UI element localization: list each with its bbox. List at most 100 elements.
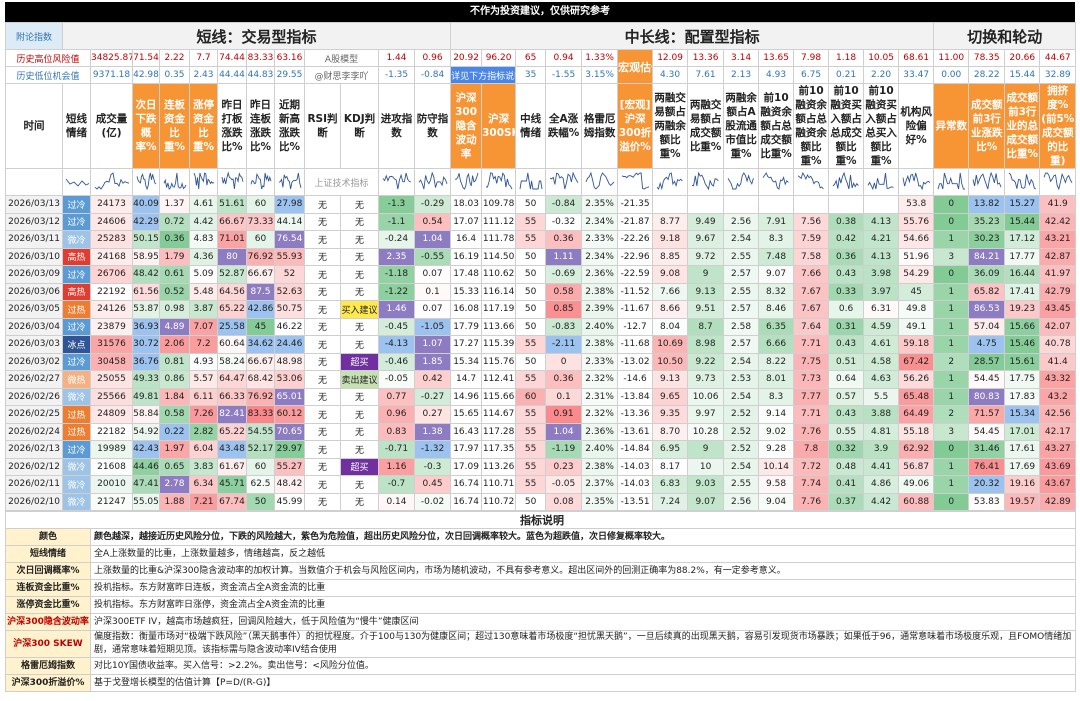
value-cell: 无 (340, 387, 379, 406)
limit-value: 74.44 (217, 49, 247, 67)
column-header: 防守指数 (413, 83, 452, 169)
value-cell: 80 (217, 247, 247, 266)
limit-value: 71.54 (132, 49, 160, 67)
row: 2026/03/03 冰点 31576 30.72 2.06 7.2 60.64 34.62 2… (5, 335, 1077, 354)
value-cell: 8.98 (687, 335, 725, 354)
sparkline (193, 172, 214, 189)
sparkline (867, 172, 894, 190)
value-cell: 50 (515, 492, 547, 511)
column-header: 前10融资买入额占总买入额比重% (863, 83, 900, 169)
value-cell: 27.98 (274, 195, 305, 214)
value-cell: 2 (933, 405, 970, 424)
value-cell: 7.2 (189, 335, 218, 354)
column-header: 次日下跌概率% (132, 83, 160, 169)
value-cell: 2.31% (581, 387, 619, 406)
limit-value: 28.22 (968, 66, 1006, 84)
legend-text: 基于戈登增长模型的估值计算【P=D/(R-G)】 (90, 674, 1076, 692)
column-header: 时间 (5, 83, 63, 169)
value-cell: 0.96 (378, 405, 415, 424)
value-cell: 80.83 (968, 387, 1006, 406)
value-cell: 43.32 (1039, 370, 1077, 389)
value-cell: 无 (340, 317, 379, 336)
value-cell: 8.70 (652, 422, 689, 441)
value-cell: 17.12 (1004, 230, 1041, 249)
value-cell: 14.96 (450, 387, 483, 406)
limit-value: 0.94 (545, 49, 583, 67)
limit-value: @财思李李吖 (304, 66, 379, 84)
sparkline-line (972, 171, 1002, 189)
value-cell: 109.78 (481, 195, 517, 214)
value-cell: 20.32 (968, 475, 1006, 494)
value-cell: 0 (933, 492, 970, 511)
limit-value: 11.00 (933, 49, 970, 67)
value-cell: 冰点 (62, 335, 91, 354)
column-header: 前10融资余额占总融资余额比重% (793, 83, 830, 169)
value-cell: -0.02 (413, 492, 452, 511)
row: 次日回调概率% 上涨数量的比重&沪深300隐含波动率的加权计算。当数值介于机会与风… (5, 562, 1076, 580)
column-header: [宏观]沪深300折溢价% (617, 83, 654, 169)
value-cell: 65.01 (274, 387, 305, 406)
date-cell: 2026/02/11 (5, 475, 63, 494)
value-cell: 0.72 (159, 212, 190, 231)
value-cell: 110.71 (481, 475, 517, 494)
value-cell: 5.5 (863, 387, 900, 406)
value-cell: 45.71 (217, 475, 247, 494)
value-cell: 8.3 (758, 230, 795, 249)
value-cell: 87.5 (246, 282, 275, 301)
value-cell: 65.22 (217, 422, 247, 441)
value-cell: 9.67 (687, 230, 725, 249)
value-cell: -0.27 (413, 387, 452, 406)
value-cell: 10.28 (687, 422, 725, 441)
limit-value: 3.14 (723, 49, 760, 67)
value-cell: 2.54 (723, 387, 760, 406)
value-cell: 9.08 (652, 265, 689, 284)
limit-value: 65 (515, 49, 547, 67)
value-cell: 2.36% (581, 422, 619, 441)
value-cell: 71.57 (968, 405, 1006, 424)
value-cell: 17.01 (1004, 422, 1041, 441)
row: 2026/02/25 过热 24809 58.84 0.58 7.26 82.41 83.33… (5, 405, 1077, 424)
value-cell: 17.97 (450, 440, 483, 459)
value-cell: -1.19 (545, 440, 583, 459)
value-cell: 83.33 (246, 405, 275, 424)
value-cell: 65.82 (968, 282, 1006, 301)
value-cell: 17.41 (1004, 282, 1041, 301)
sparkline-line (221, 170, 243, 189)
value-cell: 1.04 (413, 230, 452, 249)
value-cell: 9.65 (652, 387, 689, 406)
value-cell: 61.56 (132, 282, 160, 301)
date-cell: 2026/02/12 (5, 457, 63, 476)
value-cell: 55 (515, 475, 547, 494)
sparkline-cell (1039, 168, 1077, 196)
column-header: RSI判断 (304, 83, 341, 169)
value-cell: 34.62 (246, 335, 275, 354)
value-cell: 8.04 (652, 317, 689, 336)
value-cell: 7.59 (793, 230, 830, 249)
indicator-table: 附论指数 短线：交易型指标 中长线：配置型指标 切换和轮动 历史高位风险值 34825.8… (5, 22, 1077, 511)
sparkline (621, 171, 649, 189)
value-cell: 60 (246, 457, 275, 476)
legend-text: 对比10Y国债收益率。买入信号：>2.2%。卖出信号：<风险分位值。 (90, 657, 1076, 675)
value-cell: 无 (304, 492, 341, 511)
value-cell: 3.9 (863, 440, 900, 459)
legend-label: 涨停资金比重% (5, 596, 91, 614)
value-cell: 2.33% (581, 230, 619, 249)
value-cell: 0 (933, 440, 970, 459)
sparkline (382, 172, 411, 189)
sparkline-line (1008, 172, 1036, 189)
value-cell: 49.8 (898, 300, 935, 319)
value-cell: 无 (304, 300, 341, 319)
row: 2026/03/11 微冷 25283 50.15 0.36 4.83 71.01 60 76.… (5, 230, 1077, 249)
value-cell: 1 (933, 457, 970, 476)
value-cell: 29.97 (274, 440, 305, 459)
value-cell: 55.76 (898, 212, 935, 231)
value-cell: 117.28 (481, 422, 517, 441)
value-cell: 116.14 (481, 282, 517, 301)
value-cell: 1.37 (159, 195, 190, 214)
value-cell (723, 195, 760, 214)
sparkline (485, 171, 512, 189)
sparkline (418, 171, 447, 189)
row: 颜色 颜色越深，越接近历史风险分位，下跌的风险越大，紫色为危险值，超出历史风险分位… (5, 528, 1076, 546)
limit-value: 12.09 (652, 49, 689, 67)
limit-value: 0.00 (933, 66, 970, 84)
